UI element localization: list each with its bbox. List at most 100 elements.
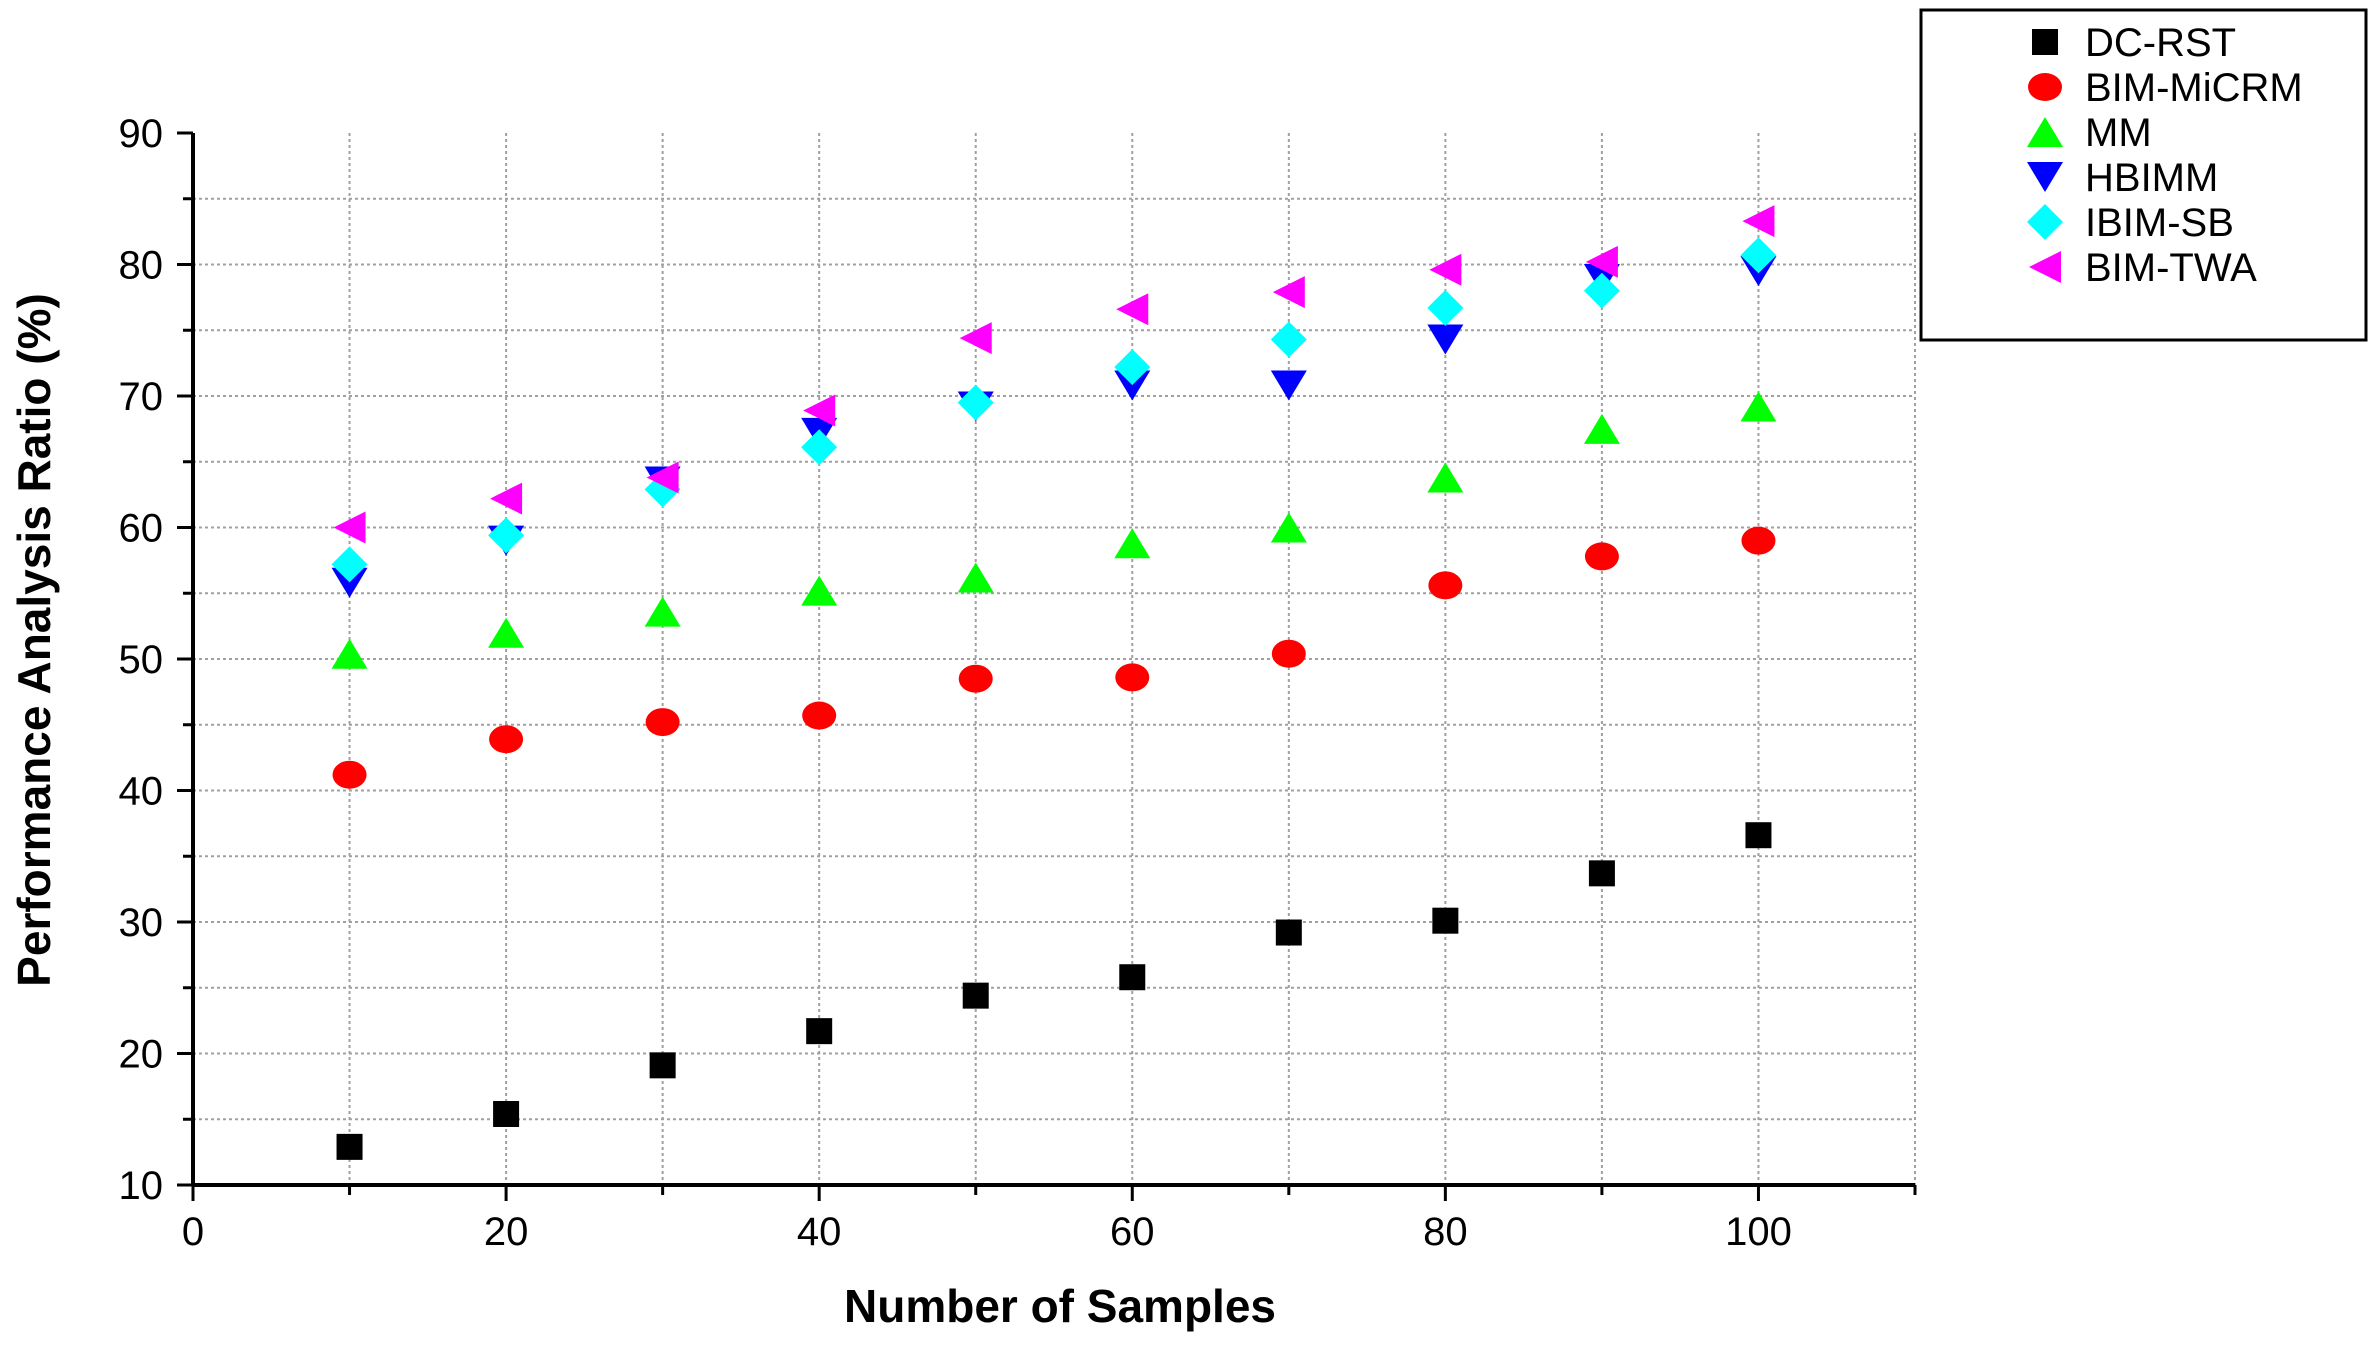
data-point [331, 546, 368, 583]
data-point [802, 701, 837, 730]
data-point [336, 1133, 363, 1160]
data-point [1583, 413, 1620, 444]
legend-marker [2028, 73, 2062, 101]
grid [193, 133, 1916, 1185]
data-point [801, 575, 838, 606]
data-point [1740, 391, 1777, 422]
data-point [1745, 822, 1772, 849]
data-point [1740, 237, 1777, 274]
data-point [1114, 528, 1151, 559]
data-point [1270, 512, 1307, 543]
data-point [1583, 272, 1620, 309]
data-point [1427, 289, 1464, 326]
data-point [958, 664, 993, 693]
data-point [1427, 324, 1464, 355]
data-point [490, 482, 523, 515]
legend-label: BIM-TWA [2085, 246, 2257, 290]
data-point [806, 1018, 833, 1045]
series-hbimm [331, 256, 1777, 598]
legend-label: MM [2085, 111, 2152, 155]
data-point [962, 982, 989, 1009]
data-point [646, 461, 679, 494]
series-ibim-sb [331, 237, 1777, 583]
data-point [488, 617, 525, 648]
data-point [959, 322, 992, 355]
y-axis-title: Performance Analysis Ratio (%) [8, 293, 60, 987]
x-tick-label: 0 [182, 1210, 204, 1254]
x-tick-label: 20 [484, 1210, 529, 1254]
y-tick-label: 90 [119, 112, 164, 156]
data-point [1270, 321, 1307, 358]
legend-label: BIM-MiCRM [2085, 66, 2303, 110]
data-point [1272, 276, 1305, 309]
legend-label: IBIM-SB [2085, 201, 2234, 245]
data-point [493, 1100, 520, 1127]
legend-item-dc-rst: DC-RST [2032, 21, 2236, 65]
y-tick-label: 40 [119, 770, 164, 814]
legend-marker [2027, 204, 2063, 240]
legend-box [1919, 8, 2368, 342]
data-point [1588, 860, 1615, 887]
data-point [1432, 907, 1459, 934]
x-axis-title: Number of Samples [844, 1280, 1276, 1332]
axes [177, 131, 1917, 1201]
data-point [331, 638, 368, 669]
legend-marker [2032, 29, 2058, 55]
data-points [331, 205, 1777, 1160]
data-point [801, 429, 838, 466]
data-point [1275, 919, 1302, 946]
data-point [1114, 370, 1151, 401]
data-point [489, 725, 524, 754]
data-point [957, 384, 994, 421]
series-dc-rst [336, 822, 1772, 1160]
data-point [645, 708, 680, 737]
data-point [803, 394, 836, 427]
data-point [1270, 370, 1307, 401]
legend-marker [2029, 251, 2061, 283]
data-point [333, 511, 366, 544]
data-point [1427, 462, 1464, 493]
x-tick-label: 60 [1110, 1210, 1155, 1254]
legend-item-ibim-sb: IBIM-SB [2027, 201, 2234, 245]
data-point [1585, 245, 1618, 278]
y-tick-label: 10 [119, 1164, 164, 1208]
data-point [331, 567, 368, 598]
data-point [332, 760, 367, 789]
series-mm [331, 391, 1777, 669]
legend-item-bim-micrm: BIM-MiCRM [2028, 66, 2303, 110]
legend-label: DC-RST [2085, 21, 2236, 65]
y-tick-label: 20 [119, 1033, 164, 1077]
data-point [1116, 293, 1149, 326]
legend-item-bim-twa: BIM-TWA [2029, 246, 2257, 290]
legend-item-mm: MM [2027, 111, 2152, 155]
data-point [1584, 542, 1619, 571]
series-bim-twa [333, 205, 1775, 544]
data-point [1428, 571, 1463, 600]
legend-item-hbimm: HBIMM [2027, 156, 2218, 200]
data-point [957, 562, 994, 593]
data-point [649, 1052, 676, 1079]
x-tick-label: 40 [797, 1210, 842, 1254]
data-point [1115, 663, 1150, 692]
series-bim-micrm [332, 526, 1776, 789]
x-tick-label: 100 [1725, 1210, 1792, 1254]
y-tick-label: 80 [119, 244, 164, 288]
data-point [1114, 349, 1151, 386]
legend-marker [2027, 117, 2063, 147]
legend-marker [2027, 162, 2063, 192]
y-tick-label: 60 [119, 507, 164, 551]
data-point [1741, 526, 1776, 555]
data-point [1742, 205, 1775, 238]
data-point [1119, 964, 1146, 991]
y-tick-label: 50 [119, 638, 164, 682]
y-tick-label: 30 [119, 901, 164, 945]
data-point [1429, 253, 1462, 286]
data-point [1271, 639, 1306, 668]
data-point [644, 596, 681, 627]
data-point [488, 517, 525, 554]
x-tick-label: 80 [1423, 1210, 1468, 1254]
tick-labels: 10 20 30 40 50 60 70 80 90 0 20 40 60 80 100 [119, 112, 1792, 1254]
y-tick-label: 70 [119, 375, 164, 419]
